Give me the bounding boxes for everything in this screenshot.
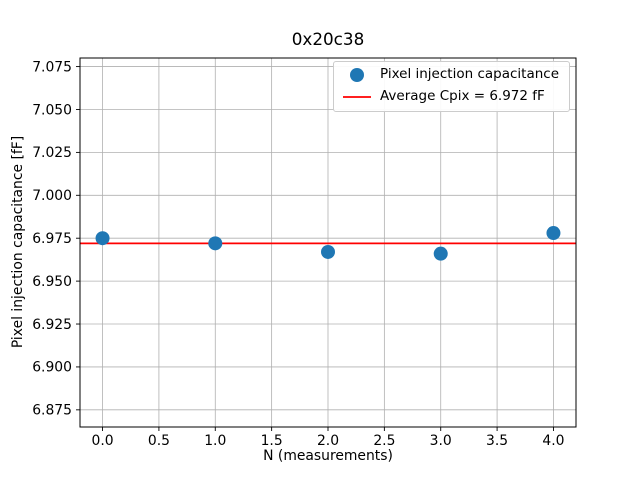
y-tick-label: 6.950 [32,274,72,290]
scatter-marker-icon [349,68,364,82]
x-tick-label: 0.0 [91,433,113,449]
x-tick-label: 1.0 [204,433,226,449]
x-tick-label: 3.0 [430,433,452,449]
y-tick-label: 6.925 [32,317,72,333]
x-tick-label: 2.5 [373,433,395,449]
legend-item-average: Average Cpix = 6.972 fF [342,90,559,104]
legend-item-capacitance: Pixel injection capacitance [342,68,559,82]
x-tick-label: 2.0 [317,433,339,449]
chart-layers: 0.0 0.5 1.0 1.5 2.0 2.5 3.0 3.5 4.0 6.875 6.900 6.9… [32,57,577,449]
legend-label-capacitance: Pixel injection capacitance [379,66,559,83]
scatter-point [95,231,110,246]
y-tick-label: 7.050 [32,102,72,118]
scatter-point [321,244,335,259]
x-tick-label: 3.5 [486,433,508,449]
y-tick-label: 6.900 [32,360,72,376]
legend: Pixel injection capacitance Average Cpix… [332,61,570,112]
scatter-point [546,226,561,241]
x-axis-label: N (measurements) [263,448,393,464]
legend-label-average: Average Cpix = 6.972 fF [379,88,545,105]
y-tick-label: 7.025 [32,145,72,161]
chart-title: 0x20c38 [292,29,365,49]
scatter-point [208,236,223,251]
x-tick-label: 4.0 [542,433,564,449]
y-axis-label: Pixel injection capacitance [fF] [10,136,26,348]
y-tick-label: 7.075 [32,59,72,75]
y-tick-label: 7.000 [32,188,72,204]
scatter-point [433,246,448,261]
average-line-icon [342,96,371,98]
y-tick-label: 6.875 [32,403,72,419]
y-tick-label: 6.975 [32,231,72,247]
x-tick-label: 1.5 [261,433,283,449]
x-tick-label: 0.5 [148,433,170,449]
